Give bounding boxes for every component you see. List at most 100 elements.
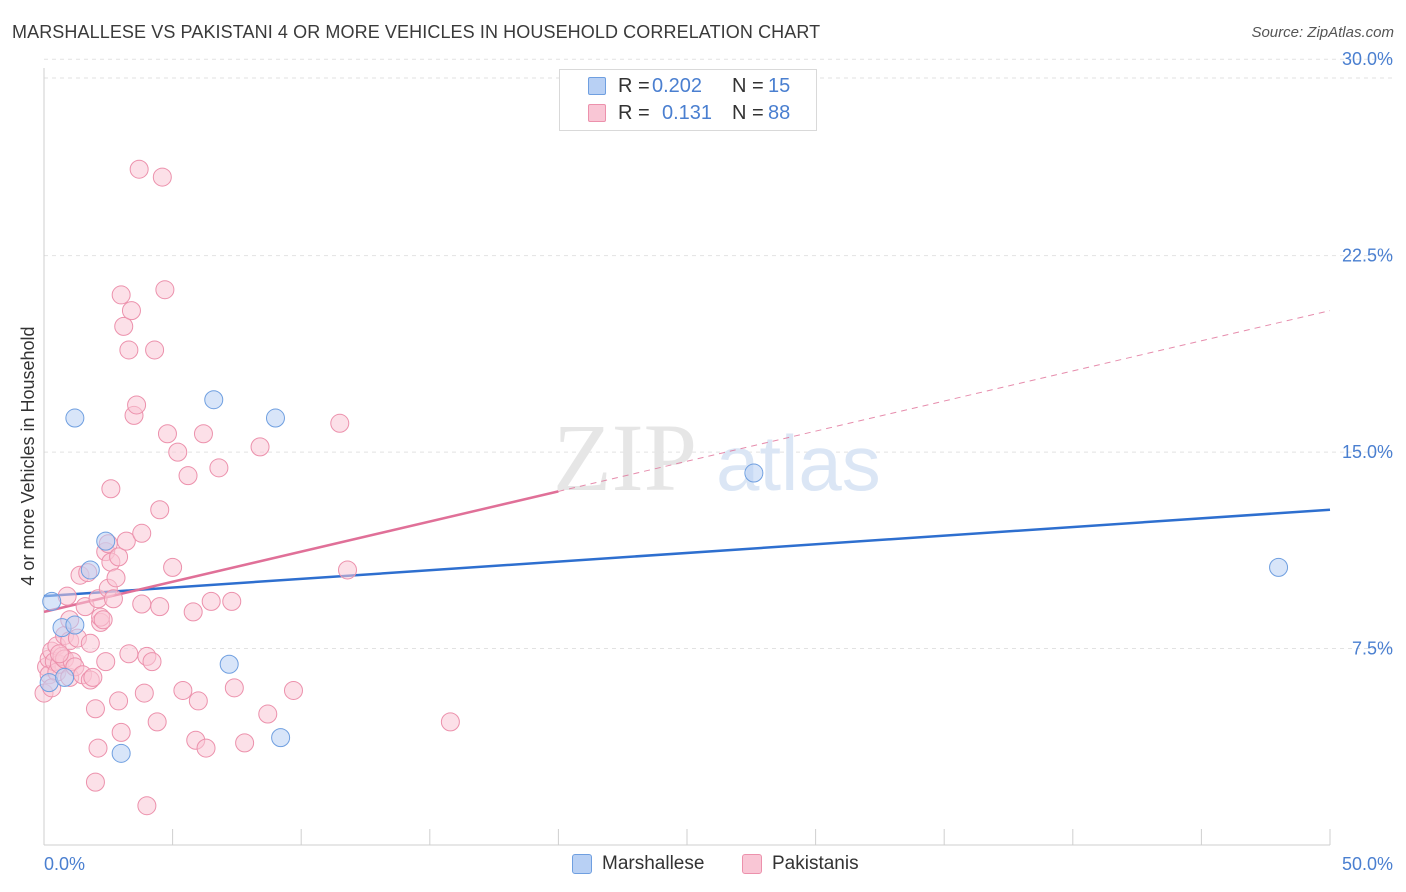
pakistanis-point-22 bbox=[80, 633, 100, 653]
marshallese-swatch bbox=[588, 77, 606, 95]
pakistanis-point-32 bbox=[96, 652, 116, 672]
marshallese-point-3 bbox=[55, 667, 75, 687]
watermark-atlas: atlas bbox=[716, 419, 881, 507]
pakistanis-point-57 bbox=[145, 340, 165, 360]
legend-item-marshallese[interactable]: Marshallese bbox=[572, 852, 704, 876]
y-tick-label-3: 30.0% bbox=[1342, 49, 1393, 69]
pakistanis-point-41 bbox=[111, 722, 131, 742]
pakistanis-point-45 bbox=[119, 644, 139, 664]
n-label: N = bbox=[732, 74, 764, 97]
chart-source: Source: ZipAtlas.com bbox=[1251, 24, 1394, 41]
pakistanis-point-74 bbox=[209, 458, 229, 478]
pakistanis-point-58 bbox=[147, 712, 167, 732]
pakistanis-point-56 bbox=[142, 652, 162, 672]
pakistanis-point-68 bbox=[183, 602, 203, 622]
pakistanis-point-42 bbox=[111, 285, 131, 305]
pakistanis-point-80 bbox=[283, 680, 303, 700]
marshallese-point-1 bbox=[42, 591, 62, 611]
pakistanis-point-71 bbox=[193, 424, 213, 444]
pakistanis-point-52 bbox=[132, 594, 152, 614]
pakistanis-point-43 bbox=[114, 316, 134, 336]
n-label: N = bbox=[732, 101, 764, 124]
pakistanis-point-37 bbox=[103, 589, 123, 609]
pakistanis-point-46 bbox=[119, 340, 139, 360]
pakistanis-point-50 bbox=[129, 159, 149, 179]
pakistanis-point-54 bbox=[137, 796, 157, 816]
y-tick-labels: 7.5% 15.0% 22.5% 30.0% bbox=[1342, 49, 1393, 658]
pakistanis-point-63 bbox=[157, 424, 177, 444]
pakistanis-point-39 bbox=[109, 691, 129, 711]
pakistanis-trend-line bbox=[43, 490, 559, 614]
pakistanis-point-76 bbox=[224, 678, 244, 698]
x-tick-label-min: 0.0% bbox=[44, 854, 85, 874]
marshallese-point-12 bbox=[271, 728, 291, 748]
y-tick-label-0: 7.5% bbox=[1352, 639, 1393, 659]
marshallese-point-5 bbox=[65, 408, 85, 428]
pakistanis-point-73 bbox=[201, 591, 221, 611]
pakistanis-point-38 bbox=[106, 568, 126, 588]
marshallese-point-9 bbox=[204, 390, 224, 410]
chart-title: MARSHALLESE VS PAKISTANI 4 OR MORE VEHIC… bbox=[12, 22, 821, 42]
pakistanis-point-36 bbox=[101, 479, 121, 499]
watermark: ZIP atlas bbox=[553, 404, 881, 511]
r-label: R = bbox=[618, 74, 650, 97]
pakistanis-point-77 bbox=[235, 733, 255, 753]
marshallese-legend-swatch bbox=[572, 854, 592, 874]
legend-item-pakistanis[interactable]: Pakistanis bbox=[742, 852, 859, 876]
marshallese-point-13 bbox=[744, 463, 764, 483]
pakistanis-point-72 bbox=[196, 738, 216, 758]
pakistanis-point-59 bbox=[150, 597, 170, 617]
pakistanis-point-87 bbox=[93, 610, 113, 630]
pakistanis-point-66 bbox=[173, 680, 193, 700]
marshallese-legend-label: Marshallese bbox=[602, 853, 705, 874]
pakistanis-trend-extension bbox=[558, 310, 1331, 492]
pakistanis-legend-swatch bbox=[742, 854, 762, 874]
data-points bbox=[34, 159, 1289, 816]
pakistanis-point-51 bbox=[132, 523, 152, 543]
marshallese-point-10 bbox=[219, 654, 239, 674]
pakistanis-point-79 bbox=[258, 704, 278, 724]
pakistanis-r-value: 0.131 bbox=[662, 101, 713, 124]
pakistanis-point-53 bbox=[134, 683, 154, 703]
pakistanis-point-82 bbox=[337, 560, 357, 580]
marshallese-point-4 bbox=[65, 615, 85, 635]
pakistanis-point-44 bbox=[116, 531, 136, 551]
pakistanis-point-83 bbox=[440, 712, 460, 732]
pakistanis-point-49 bbox=[127, 395, 147, 415]
y-tick-label-1: 15.0% bbox=[1342, 442, 1393, 462]
pakistanis-point-61 bbox=[152, 167, 172, 187]
marshallese-n-value: 15 bbox=[768, 74, 791, 97]
marshallese-point-11 bbox=[265, 408, 285, 428]
pakistanis-point-60 bbox=[150, 500, 170, 520]
pakistanis-point-67 bbox=[178, 466, 198, 486]
r-label: R = bbox=[618, 101, 650, 124]
watermark-zip: ZIP bbox=[553, 404, 697, 511]
pakistanis-legend-label: Pakistanis bbox=[772, 853, 859, 874]
y-tick-label-2: 22.5% bbox=[1342, 246, 1393, 266]
pakistanis-point-65 bbox=[168, 442, 188, 462]
pakistanis-point-75 bbox=[222, 591, 242, 611]
pakistanis-point-25 bbox=[85, 772, 105, 792]
pakistanis-point-27 bbox=[88, 738, 108, 758]
pakistanis-point-85 bbox=[49, 644, 69, 664]
gridlines bbox=[44, 58, 1392, 650]
marshallese-r-value: 0.202 bbox=[652, 74, 703, 97]
pakistanis-point-26 bbox=[85, 699, 105, 719]
x-tick-label-max: 50.0% bbox=[1342, 854, 1393, 874]
marshallese-point-7 bbox=[96, 531, 116, 551]
stats-row-pakistanis: R = 0.131 N = 88 bbox=[588, 101, 790, 125]
pakistanis-point-81 bbox=[330, 413, 350, 433]
marshallese-point-14 bbox=[1269, 557, 1289, 577]
pakistanis-point-62 bbox=[155, 280, 175, 300]
pakistanis-point-47 bbox=[121, 301, 141, 321]
pakistanis-point-24 bbox=[83, 667, 103, 687]
pakistanis-point-40 bbox=[109, 547, 129, 567]
pakistanis-point-64 bbox=[163, 557, 183, 577]
pakistanis-point-70 bbox=[188, 691, 208, 711]
stats-legend: R = 0.202 N = 15 R = 0.131 N = 88 bbox=[559, 69, 817, 131]
marshallese-trend-line bbox=[43, 508, 1331, 598]
x-ticks bbox=[43, 829, 1331, 845]
marshallese-point-6 bbox=[80, 560, 100, 580]
pakistanis-n-value: 88 bbox=[768, 101, 791, 124]
